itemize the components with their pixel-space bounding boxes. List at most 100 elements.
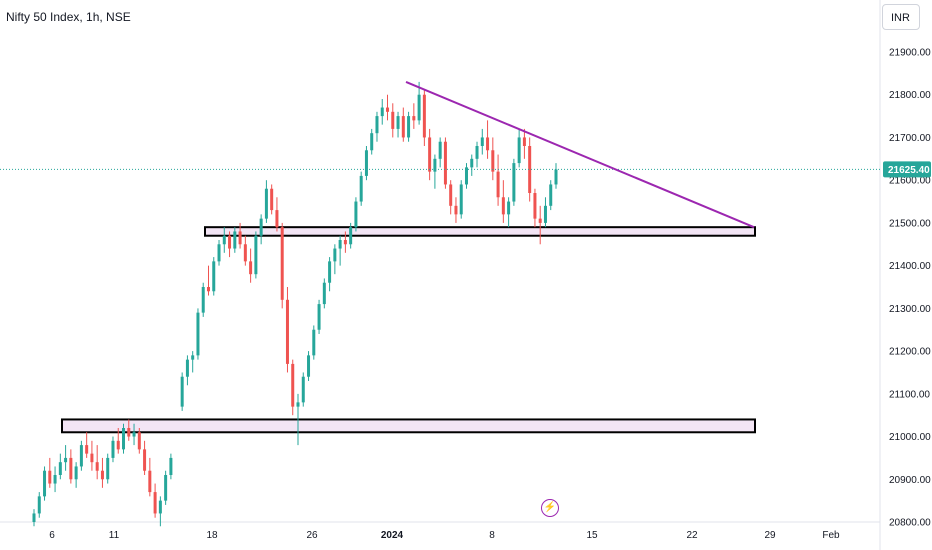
candle-body xyxy=(122,428,126,450)
candle-body xyxy=(127,428,131,437)
candle-body xyxy=(512,163,516,202)
candle-body xyxy=(228,235,232,249)
candle-body xyxy=(396,116,400,129)
candle-body xyxy=(301,376,305,403)
x-tick-label: 15 xyxy=(586,530,598,541)
candle-body xyxy=(249,261,253,275)
x-tick-label: 8 xyxy=(489,530,495,541)
y-tick-label: 21100.00 xyxy=(889,389,930,400)
candle-body xyxy=(58,462,62,475)
candle-body xyxy=(386,107,390,112)
candle-body xyxy=(333,248,337,262)
x-tick-label: 11 xyxy=(109,530,120,541)
candle-body xyxy=(538,218,542,223)
candle-body xyxy=(338,240,342,249)
candle-body xyxy=(79,445,83,467)
candle-body xyxy=(185,359,189,377)
currency-selector[interactable]: INR xyxy=(882,4,920,30)
candle-body xyxy=(137,432,141,450)
candle-body xyxy=(475,146,479,159)
support-zone xyxy=(204,226,756,237)
price-badge-label: 21625.40 xyxy=(888,165,930,176)
candle-body xyxy=(349,227,353,245)
support-zone xyxy=(61,418,756,434)
resistance-trendline[interactable] xyxy=(405,80,755,229)
candle-body xyxy=(417,94,421,121)
candle-body xyxy=(90,453,94,463)
candle-body xyxy=(533,193,537,219)
candle-body xyxy=(501,197,505,215)
y-tick-label: 21300.00 xyxy=(889,304,931,315)
last-price-badge: 21625.40 xyxy=(883,161,931,178)
candle-body xyxy=(549,184,553,206)
candle-body xyxy=(375,116,379,134)
y-tick-label: 21400.00 xyxy=(889,261,931,272)
candle-body xyxy=(37,496,41,514)
candle-body xyxy=(180,376,184,407)
candle-body xyxy=(322,282,326,305)
candle-body xyxy=(85,445,89,454)
candle-body xyxy=(454,205,458,215)
candle-body xyxy=(312,329,316,356)
candle-body xyxy=(201,287,205,313)
support-zones xyxy=(61,226,756,434)
candle-body xyxy=(470,158,474,168)
candle-body xyxy=(464,167,468,185)
candle-body xyxy=(169,457,173,475)
candle-body xyxy=(148,470,152,493)
candle-body xyxy=(328,261,332,283)
candle-body xyxy=(491,150,495,172)
candle-body xyxy=(158,500,162,514)
candle-body xyxy=(486,137,490,151)
candle-body xyxy=(111,440,115,458)
candle-body xyxy=(212,261,216,292)
candle-body xyxy=(391,111,395,129)
candle-body xyxy=(69,457,73,480)
candles xyxy=(32,81,558,527)
candle-body xyxy=(412,116,416,121)
candle-body xyxy=(401,116,405,138)
candle-body xyxy=(153,492,157,514)
candle-body xyxy=(407,116,411,138)
candle-body xyxy=(53,475,57,484)
candle-body xyxy=(291,363,295,407)
candle-body xyxy=(238,231,242,245)
y-tick-label: 21200.00 xyxy=(889,347,931,358)
chart-title: Nifty 50 Index, 1h, NSE xyxy=(6,10,131,24)
candle-body xyxy=(48,470,52,484)
candle-body xyxy=(95,462,99,471)
lightning-bolt-icon[interactable]: ⚡ xyxy=(541,499,559,517)
candle-body xyxy=(270,188,274,211)
candle-body xyxy=(317,304,321,330)
candle-body xyxy=(554,169,558,185)
candle-body xyxy=(307,355,311,377)
candle-body xyxy=(428,137,432,172)
y-tick-label: 21500.00 xyxy=(889,218,931,229)
x-tick-label: 2024 xyxy=(381,530,404,541)
candle-body xyxy=(106,457,110,480)
candle-body xyxy=(217,244,221,262)
candle-body xyxy=(74,466,78,480)
y-tick-label: 21700.00 xyxy=(889,133,931,144)
y-tick-label: 21800.00 xyxy=(889,90,931,101)
candle-body xyxy=(370,133,374,151)
candle-body xyxy=(354,201,358,228)
candle-body xyxy=(459,184,463,215)
x-tick-label: 18 xyxy=(206,530,218,541)
candle-body xyxy=(517,137,521,164)
candle-body xyxy=(259,218,263,236)
candle-body xyxy=(449,184,453,206)
y-tick-label: 21000.00 xyxy=(889,432,931,443)
candle-body xyxy=(191,355,195,360)
candle-body xyxy=(32,513,36,522)
candle-body xyxy=(528,146,532,193)
candle-body xyxy=(343,240,347,245)
candle-body xyxy=(438,141,442,159)
candle-body xyxy=(164,475,168,501)
x-tick-label: Feb xyxy=(822,530,840,541)
candle-body xyxy=(543,205,547,223)
chart-grid xyxy=(0,0,881,550)
y-tick-label: 21600.00 xyxy=(889,176,931,187)
candle-body xyxy=(275,210,279,228)
